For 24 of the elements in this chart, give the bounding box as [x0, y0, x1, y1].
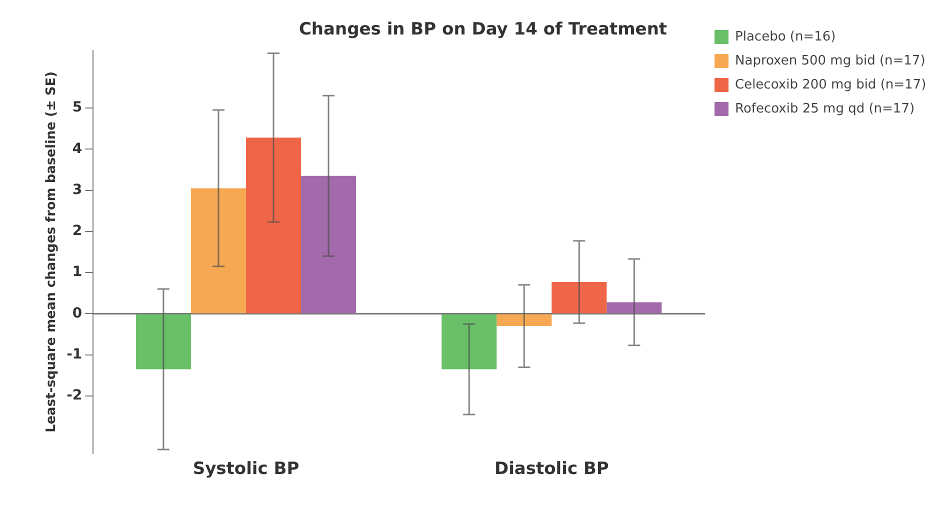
y-axis-title: Least-square mean changes from baseline (± SE) [44, 71, 60, 433]
legend-label: Naproxen 500 mg bid (n=17) [735, 53, 926, 68]
y-tick-label: 0 [72, 305, 82, 322]
y-tick-label: 4 [72, 140, 82, 157]
bar [136, 314, 191, 370]
legend-label: Celecoxib 200 mg bid (n=17) [735, 77, 926, 92]
legend-label: Rofecoxib 25 mg qd (n=17) [735, 101, 915, 116]
bar [496, 314, 552, 326]
y-tick-label: 5 [72, 100, 82, 116]
legend-label: Placebo (n=16) [735, 29, 836, 44]
bar [442, 314, 497, 370]
bar [190, 188, 246, 314]
y-tick-label: 3 [72, 182, 82, 198]
bar [246, 138, 302, 314]
x-tick-label: Systolic BP [192, 459, 300, 480]
bar [301, 176, 356, 314]
bar [606, 302, 662, 314]
y-tick-label: 2 [72, 223, 82, 240]
y-tick-label: 1 [72, 264, 82, 280]
y-tick-label: -2 [66, 388, 82, 404]
y-tick-label: -1 [66, 346, 82, 362]
x-tick-label: Diastolic BP [494, 459, 609, 480]
chart-title: Changes in BP on Day 14 of Treatment [298, 20, 668, 40]
bar [552, 282, 607, 314]
